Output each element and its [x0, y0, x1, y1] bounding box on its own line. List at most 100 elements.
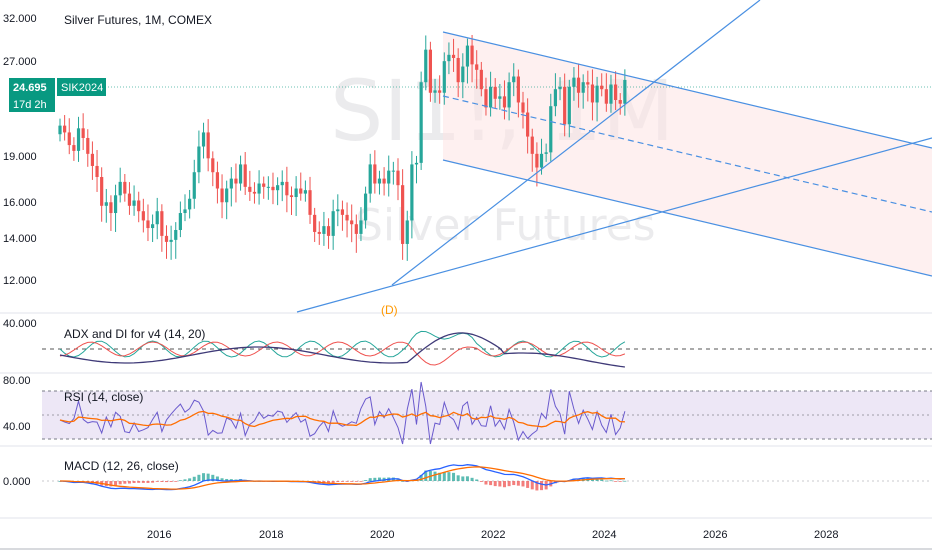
candle: [238, 155, 243, 191]
y-tick-label: 19.000: [3, 151, 37, 163]
macd-histogram-bar: [169, 481, 173, 482]
candle: [414, 155, 419, 184]
macd-histogram-bar: [123, 481, 127, 484]
candle: [276, 177, 280, 206]
candle: [206, 119, 210, 172]
macd-histogram-bar: [424, 470, 428, 481]
macd-histogram-bar: [146, 481, 150, 483]
candle: [544, 143, 548, 162]
candle: [558, 77, 562, 101]
price-axis: 32.000 27.000 19.000 16.000 14.000 12.00…: [3, 13, 37, 287]
candle: [419, 71, 423, 171]
rsi-line: [59, 381, 626, 445]
macd-histogram-bar: [489, 481, 493, 486]
candle: [225, 180, 229, 220]
candle: [586, 70, 590, 102]
candle: [465, 38, 470, 84]
macd-histogram-bar: [368, 478, 372, 481]
macd-histogram-bar: [160, 481, 164, 482]
x-tick-label: 2026: [703, 529, 727, 541]
macd-histogram-bar: [442, 472, 446, 481]
y-tick-label: 12.000: [3, 275, 37, 287]
macd-indicator-title[interactable]: MACD (12, 26, close): [64, 459, 179, 473]
candle: [58, 118, 62, 142]
macd-histogram-bar: [127, 481, 131, 484]
macd-histogram-bar: [327, 481, 331, 484]
macd-histogram-bar: [151, 481, 155, 483]
macd-histogram-bar: [104, 481, 108, 487]
candle: [155, 197, 159, 240]
wave-marker-d: (D): [381, 303, 398, 317]
macd-histogram-bar: [600, 479, 604, 481]
macd-histogram-bar: [526, 481, 530, 488]
macd-histogram-bar: [530, 481, 534, 490]
candle: [373, 150, 377, 194]
candle: [178, 201, 182, 238]
candle: [211, 151, 215, 187]
candle: [363, 186, 368, 229]
candle: [433, 78, 437, 103]
macd-histogram-bar: [183, 479, 187, 481]
candle: [271, 172, 275, 205]
candle: [100, 167, 104, 222]
candle: [600, 73, 604, 97]
candle: [289, 186, 294, 215]
candle: [72, 137, 76, 161]
candle: [326, 218, 331, 249]
candle: [132, 185, 136, 216]
macd-histogram-bar: [229, 479, 233, 481]
contract-symbol: SIK2024: [61, 82, 103, 94]
macd-axis-label: 0.000: [3, 476, 31, 488]
candle: [294, 176, 298, 216]
candle: [581, 74, 585, 109]
candle: [614, 71, 618, 111]
candle: [90, 141, 95, 180]
price-candles: [58, 34, 627, 261]
candle: [137, 191, 141, 223]
candle: [299, 172, 303, 201]
candle: [553, 73, 558, 117]
macd-histogram-bar: [155, 481, 159, 482]
candle: [151, 214, 155, 243]
macd-histogram-bar: [141, 481, 145, 483]
channel-median-line: [442, 95, 932, 213]
macd-histogram-bar: [215, 476, 219, 481]
macd-histogram-bar: [192, 476, 196, 481]
macd-histogram-bar: [609, 480, 613, 482]
candle: [215, 161, 220, 204]
watermark-name: Silver Futures: [355, 200, 656, 251]
candle: [470, 34, 474, 83]
macd-histogram-bar: [396, 478, 400, 481]
adx-indicator-title[interactable]: ADX and DI for v4 (14, 20): [64, 327, 205, 341]
candle: [141, 198, 145, 233]
price-tag: 24.695 SIK2024 17d 2h: [9, 78, 106, 112]
candle: [183, 194, 187, 222]
candle: [387, 155, 391, 197]
macd-histogram-bar: [447, 472, 451, 481]
candle: [396, 158, 400, 201]
candle: [67, 118, 71, 155]
chart-title[interactable]: Silver Futures, 1M, COMEX: [64, 13, 212, 27]
macd-histogram-bar: [109, 481, 113, 487]
rsi-axis-label: 80.00: [3, 375, 31, 387]
macd-histogram-bar: [521, 481, 525, 487]
macd-histogram-bar: [479, 481, 483, 482]
candle: [451, 38, 456, 72]
candle: [285, 166, 289, 213]
macd-histogram-bar: [456, 475, 460, 481]
macd-histogram-bar: [618, 481, 622, 482]
macd-histogram-bar: [359, 481, 363, 482]
candle: [498, 83, 502, 110]
rsi-indicator-title[interactable]: RSI (14, close): [64, 390, 143, 404]
candle: [86, 129, 90, 167]
macd-histogram-bar: [114, 481, 118, 486]
candle: [76, 116, 81, 162]
macd-histogram-bar: [452, 472, 456, 481]
macd-histogram-bar: [475, 479, 479, 481]
candle: [164, 225, 169, 259]
candle: [317, 221, 321, 245]
adx-axis-label: 40.000: [3, 318, 37, 330]
y-tick-label: 27.000: [3, 56, 37, 68]
candle: [488, 71, 493, 117]
